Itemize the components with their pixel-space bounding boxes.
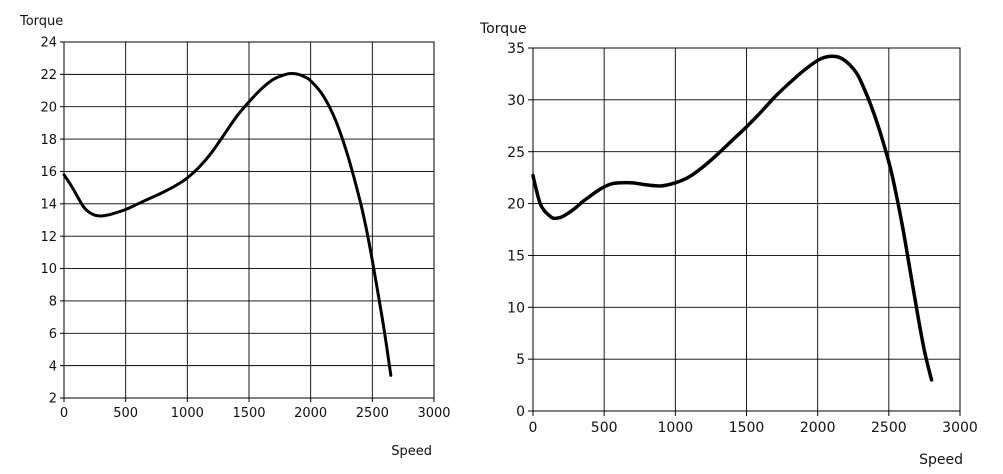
x-tick-label: 2500 [871, 420, 907, 436]
y-tick-label: 15 [507, 248, 525, 264]
x-axis-label: Speed [391, 444, 432, 459]
x-tick-label: 500 [591, 420, 618, 436]
x-tick-label: 2500 [356, 406, 389, 421]
y-tick-label: 6 [49, 327, 57, 342]
x-tick-label: 2000 [294, 406, 327, 421]
y-tick-label: 10 [507, 300, 525, 316]
x-tick-label: 0 [529, 420, 538, 436]
y-tick-label: 30 [507, 93, 525, 109]
x-tick-label: 3000 [417, 406, 450, 421]
x-tick-label: 2000 [800, 420, 836, 436]
x-tick-label: 3000 [942, 420, 978, 436]
y-tick-label: 25 [507, 145, 525, 161]
x-tick-label: 1000 [658, 420, 694, 436]
y-tick-label: 4 [49, 359, 57, 374]
y-tick-label: 0 [516, 404, 525, 420]
x-tick-label: 1500 [729, 420, 765, 436]
torque-speed-curve [531, 54, 934, 382]
y-tick-label: 20 [40, 100, 57, 115]
x-tick-label: 500 [113, 406, 138, 421]
y-axis-label: Torque [479, 21, 527, 37]
y-tick-label: 22 [40, 68, 57, 83]
y-tick-label: 16 [40, 165, 57, 180]
y-tick-label: 5 [516, 352, 525, 368]
y-tick-label: 10 [40, 262, 57, 277]
torque-speed-curve [62, 72, 393, 377]
y-axis-label: Torque [19, 14, 63, 29]
y-tick-label: 24 [40, 36, 57, 51]
y-tick-label: 18 [40, 133, 57, 148]
x-tick-label: 1500 [232, 406, 265, 421]
y-tick-label: 20 [507, 197, 525, 213]
y-tick-label: 12 [40, 230, 57, 245]
torque-chart-left: 0 500 1000 1500 2000 2500 30002468101214161820… [19, 14, 451, 459]
x-axis-label: Speed [919, 452, 963, 468]
x-tick-label: 0 [60, 406, 68, 421]
torque-chart-right: 0 500 1000 1500 2000 2500 3000 0 5 10 15 20 25 30 35 To… [479, 21, 978, 468]
y-tick-label: 8 [49, 295, 57, 310]
y-tick-label: 2 [49, 392, 57, 407]
y-tick-label: 35 [507, 41, 525, 57]
x-tick-label: 1000 [171, 406, 204, 421]
y-tick-label: 14 [40, 197, 57, 212]
